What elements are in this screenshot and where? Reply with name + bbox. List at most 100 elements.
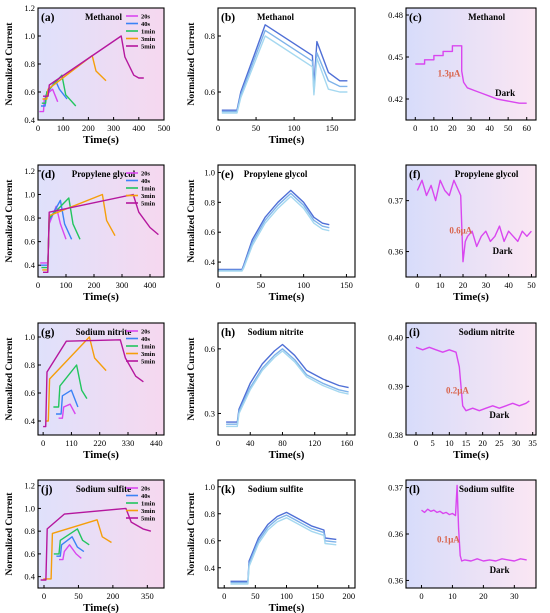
y-tick-label: 0.8 <box>24 213 35 223</box>
y-axis-label: Normalized Current <box>187 492 197 576</box>
y-tick-label: 0.6 <box>24 549 35 559</box>
x-tick-label: 100 <box>60 280 73 290</box>
panel-l: 0 10 20 30 0.36 0.36 0.37 (l) Sodium sulfite 0.1μ… <box>388 479 537 601</box>
panel-title: Propylene glycol <box>244 169 308 179</box>
panel-d: 0 100 200 300 400 0.4 0.6 0.8 1.0 1.2 Time(s) Norma… <box>5 164 165 303</box>
panel-title: Sodium sulfite <box>459 484 514 494</box>
plot-background <box>38 8 164 120</box>
plot-frame <box>405 322 537 436</box>
y-tick-label: 1.0 <box>24 189 35 199</box>
annotation-dark: Dark <box>493 246 513 256</box>
series-line-g-4 <box>43 339 144 428</box>
y-tick-label: 0.40 <box>388 333 403 343</box>
x-tick-label: 150 <box>340 280 353 290</box>
annotation-dark: Dark <box>490 565 510 575</box>
panel-k: 0 50 100 150 200 0.4 0.6 0.8 1.0 Time(s) Normalize… <box>187 479 356 613</box>
x-tick-label: 10 <box>445 438 454 448</box>
y-tick-label: 0.3 <box>204 408 215 418</box>
x-tick-label: 40 <box>504 280 513 290</box>
x-tick-label: 0 <box>415 280 419 290</box>
plot-background <box>406 8 536 120</box>
plot-background <box>406 480 536 588</box>
series-line-d-3 <box>42 193 116 271</box>
legend-entry: 3min <box>141 508 155 515</box>
x-tick-label: 220 <box>93 438 106 448</box>
y-tick-label: 0.42 <box>388 94 403 104</box>
plot-background <box>218 8 355 120</box>
plot-frame <box>405 164 537 278</box>
plot-frame <box>37 164 165 278</box>
x-tick-label: 200 <box>88 280 101 290</box>
x-tick-label: 150 <box>326 123 339 133</box>
y-tick-label: 0.38 <box>388 430 403 440</box>
annotation-current: 0.6μA <box>449 226 472 236</box>
plot-background <box>406 323 536 435</box>
x-tick-label: 100 <box>297 280 310 290</box>
y-tick-label: 0.4 <box>24 416 35 426</box>
legend-entry: 5min <box>141 359 155 366</box>
legend-entry: 1min <box>141 344 155 351</box>
y-axis-label: Normalized Current <box>187 337 197 421</box>
x-tick-label: 20 <box>479 591 488 601</box>
plot-frame <box>37 479 165 589</box>
series-line-j-3 <box>43 519 112 580</box>
y-tick-label: 1.2 <box>24 166 35 176</box>
plot-frame <box>217 7 356 121</box>
legend-entry: 5min <box>141 201 155 208</box>
panel-i: 0 5 10 15 20 25 30 35 0.38 0.39 0.40 Time(s) (i) Sodi… <box>388 322 537 461</box>
plot-frame <box>217 322 356 436</box>
x-tick-label: 50 <box>527 280 536 290</box>
legend-entry: 3min <box>141 36 155 43</box>
x-tick-label: 0 <box>216 280 220 290</box>
y-tick-label: 1.0 <box>204 482 215 492</box>
series-line-e-2 <box>218 195 330 272</box>
x-tick-label: 350 <box>141 591 154 601</box>
legend-entry: 40s <box>141 178 151 185</box>
series-line-b-2 <box>221 35 348 114</box>
panel-title: Sodium nitrite <box>459 327 515 337</box>
x-tick-label: 160 <box>341 438 354 448</box>
panel-f: 0 10 20 30 40 50 0.36 0.37 Time(s) (f) Propylene g… <box>388 164 537 303</box>
y-tick-label: 0.8 <box>204 31 215 41</box>
panel-label: (j) <box>41 484 53 496</box>
y-tick-label: 0.8 <box>204 197 215 207</box>
y-tick-label: 0.6 <box>204 344 215 354</box>
x-tick-label: 200 <box>342 591 355 601</box>
y-tick-label: 0.8 <box>204 509 215 519</box>
x-tick-label: 0 <box>36 123 40 133</box>
panel-title: Sodium nitrite <box>76 327 132 337</box>
panel-label: (l) <box>409 484 420 496</box>
panel-label: (c) <box>409 12 422 24</box>
panel-g: 0 110 220 330 440 0.4 0.6 0.8 1.0 Time(s) Normaliz… <box>5 322 165 461</box>
series-line-j-0 <box>59 544 82 561</box>
panel-title: Methanol <box>257 12 294 22</box>
panel-e: 0 50 100 150 0.4 0.6 0.8 1.0 Time(s) Normalized C… <box>187 164 356 303</box>
x-tick-label: 40 <box>246 438 255 448</box>
y-axis-label: Normalized Current <box>5 179 15 263</box>
series-line-d-2 <box>41 197 81 269</box>
legend-entry: 3min <box>141 351 155 358</box>
x-tick-label: 50 <box>252 123 261 133</box>
x-tick-label: 200 <box>107 591 120 601</box>
legend-entry: 20s <box>141 486 151 493</box>
x-tick-label: 15 <box>462 438 471 448</box>
x-tick-label: 35 <box>528 438 537 448</box>
y-tick-label: 0.36 <box>388 529 403 539</box>
panel-label: (b) <box>221 12 235 24</box>
series-line-h-2 <box>226 350 349 428</box>
plot-background <box>218 323 355 435</box>
x-tick-label: 400 <box>144 280 157 290</box>
x-tick-label: 10 <box>436 280 445 290</box>
x-tick-label: 300 <box>116 280 129 290</box>
x-tick-label: 440 <box>150 438 163 448</box>
x-tick-label: 10 <box>430 123 439 133</box>
panel-label: (i) <box>409 327 420 339</box>
y-tick-label: 0.36 <box>388 575 403 585</box>
panel-label: (a) <box>41 12 55 24</box>
x-tick-label: 0 <box>36 280 40 290</box>
x-axis-label: Time(s) <box>83 291 119 303</box>
legend-entry: 3min <box>141 193 155 200</box>
plot-background <box>38 323 164 435</box>
x-axis-label: Time(s) <box>269 602 305 613</box>
y-tick-label: 1.2 <box>24 3 35 13</box>
